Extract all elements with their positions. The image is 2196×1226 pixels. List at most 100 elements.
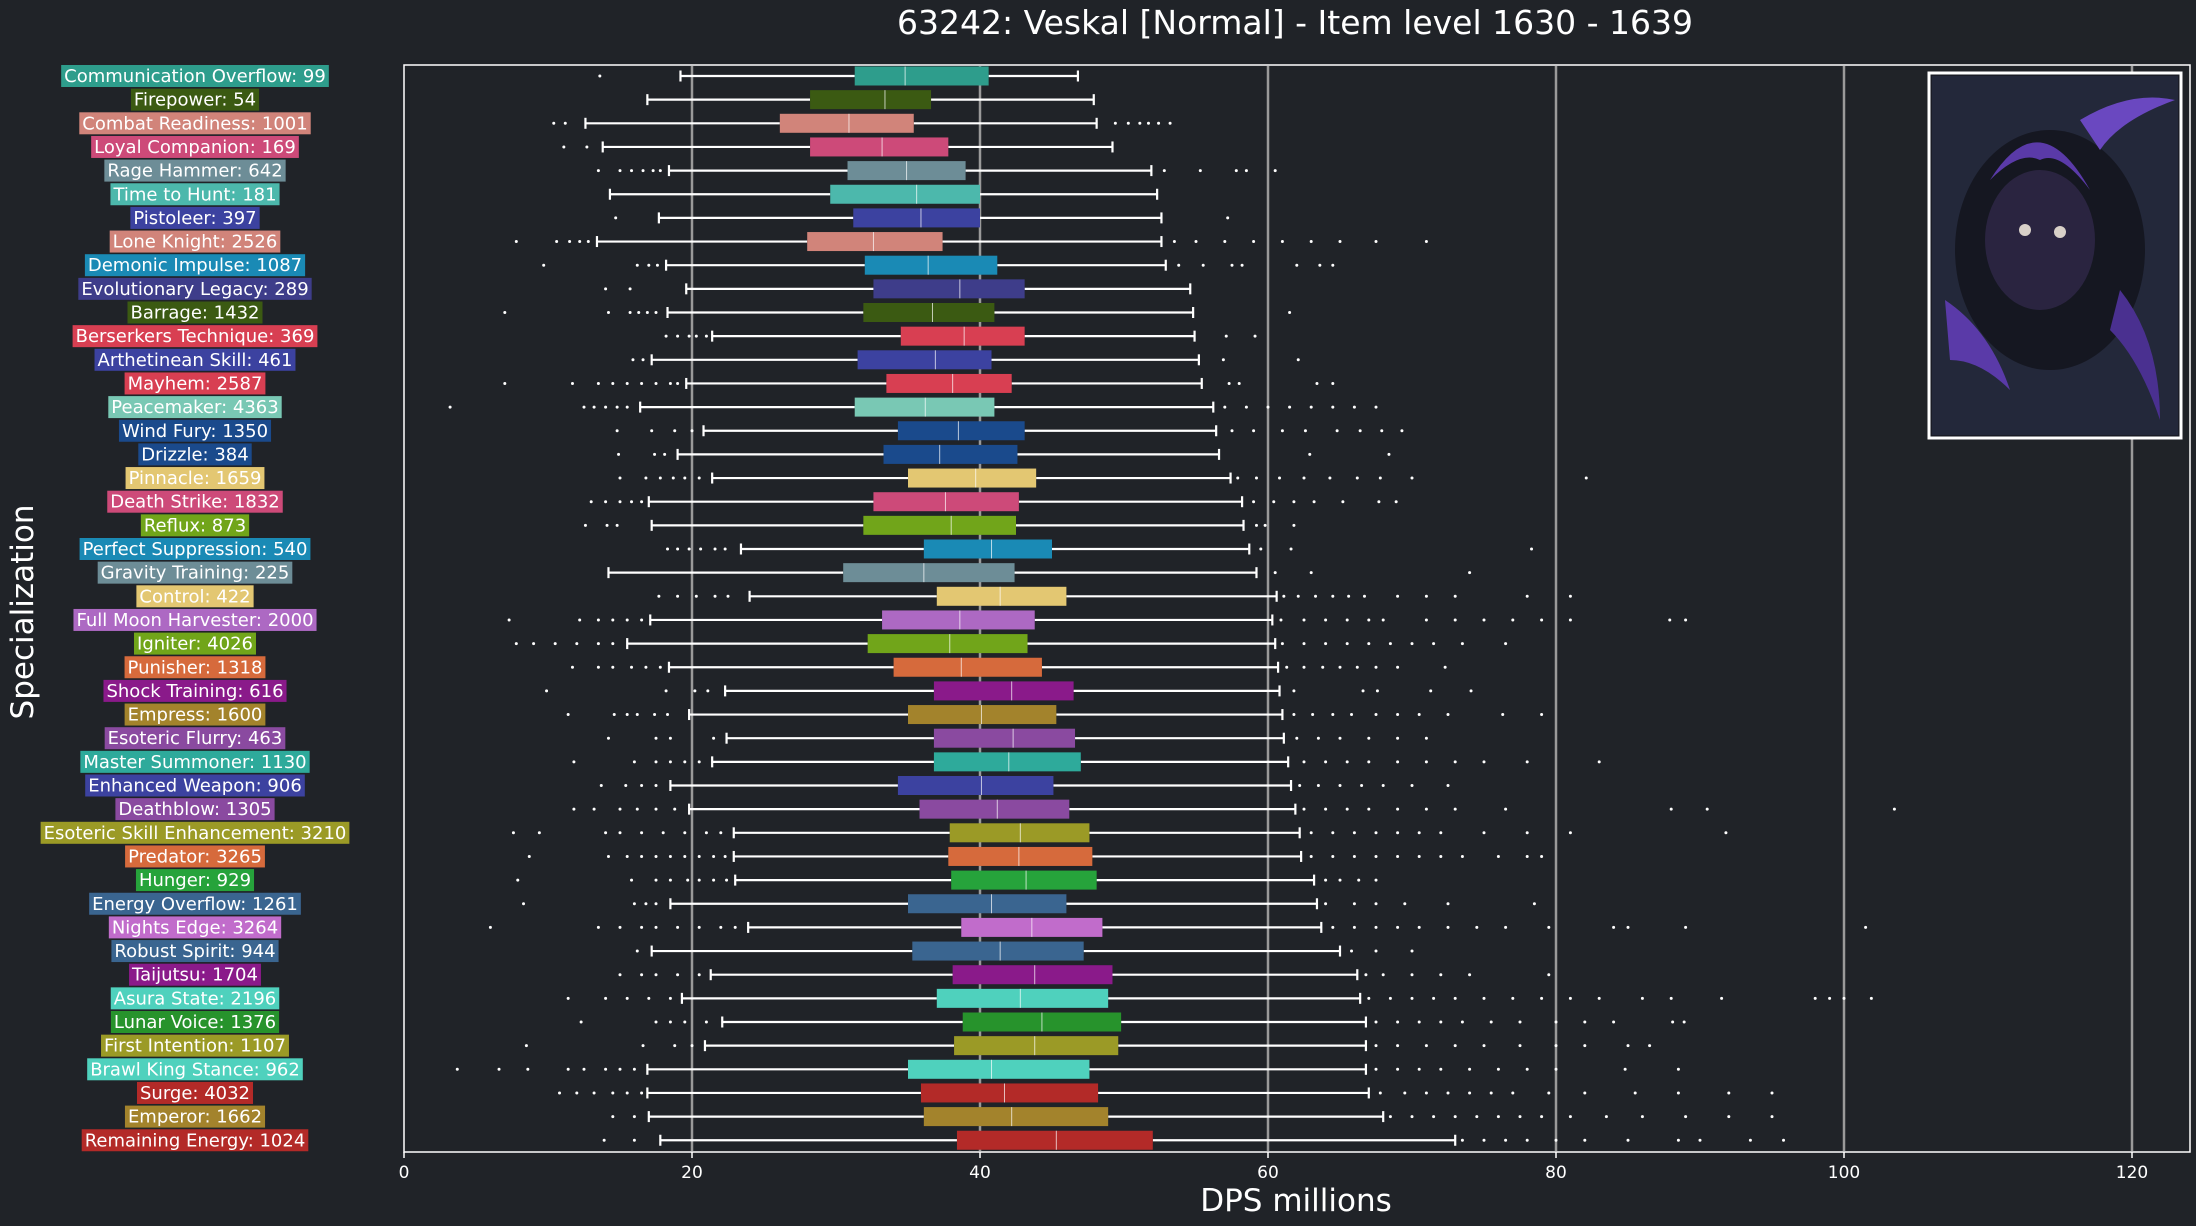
outlier-point (1782, 1138, 1786, 1142)
outlier-point (1410, 1115, 1414, 1119)
outlier-point (1331, 831, 1335, 835)
outlier-point (1234, 169, 1238, 173)
outlier-point (640, 925, 644, 929)
outlier-point (1288, 311, 1292, 314)
outlier-point (596, 925, 600, 929)
outlier-point (1367, 618, 1371, 622)
outlier-point (654, 311, 658, 314)
box-iqr (908, 1059, 1090, 1079)
outlier-point (733, 925, 737, 929)
outlier-point (507, 618, 511, 622)
outlier-point (668, 854, 672, 858)
y-label-bg (78, 277, 312, 300)
outlier-point (555, 240, 559, 244)
outlier-point (1530, 547, 1534, 551)
outlier-point (1324, 807, 1328, 811)
outlier-point (1525, 594, 1529, 598)
outlier-point (615, 429, 619, 433)
box-12 (631, 350, 1300, 370)
y-label-32: Esoteric Skill Enhancement: 3210 (40, 821, 350, 844)
outlier-point (1367, 996, 1371, 1000)
outlier-point (654, 381, 658, 385)
outlier-point (1640, 1115, 1644, 1119)
outlier-point (1424, 807, 1428, 811)
outlier-point (1597, 996, 1601, 1000)
outlier-point (1668, 618, 1672, 622)
outlier-point (632, 902, 636, 906)
y-label-19: Reflux: 873 (140, 514, 250, 537)
outlier-point (1331, 381, 1335, 385)
box-iqr (933, 752, 1081, 772)
box-33 (527, 846, 1544, 866)
outlier-point (553, 642, 557, 646)
outlier-point (723, 547, 727, 551)
y-label-text: Rage Hammer: 642 (107, 161, 282, 182)
box-44 (611, 1107, 1774, 1127)
outlier-point (1460, 1138, 1464, 1142)
x-tick-label: 20 (681, 1163, 703, 1183)
y-label-29: Master Summoner: 1130 (80, 750, 310, 773)
outlier-point (668, 878, 672, 882)
outlier-point (1424, 736, 1428, 740)
outlier-point (644, 476, 648, 480)
y-label-text: Pistoleer: 397 (133, 208, 256, 229)
y-label-bg (91, 135, 299, 158)
outlier-point (1338, 878, 1342, 882)
outlier-point (630, 500, 634, 504)
outlier-point (1279, 618, 1283, 622)
box-iqr (883, 444, 1018, 464)
outlier-point (575, 642, 579, 646)
y-label-bg (79, 538, 311, 560)
outlier-point (1292, 523, 1296, 527)
box-27 (566, 705, 1544, 725)
box-21 (607, 563, 1472, 583)
outlier-point (572, 760, 576, 764)
outlier-point (694, 334, 698, 338)
outlier-point (1302, 642, 1306, 646)
y-label-text: Lone Knight: 2526 (113, 232, 278, 253)
y-label-bg (79, 112, 311, 135)
outlier-point (1374, 1044, 1378, 1048)
outlier-point (640, 831, 644, 835)
outlier-point (1604, 1115, 1608, 1119)
outlier-point (583, 523, 587, 527)
outlier-point (1314, 594, 1318, 598)
outlier-point (1403, 902, 1407, 906)
box-41 (524, 1036, 1652, 1056)
y-label-text: Esoteric Flurry: 463 (108, 728, 283, 749)
outlier-point (1540, 854, 1544, 858)
outlier-point (640, 854, 644, 858)
outlier-point (596, 169, 600, 173)
outlier-point (676, 547, 680, 551)
outlier-point (683, 854, 687, 858)
y-label-bg (110, 183, 280, 206)
outlier-point (1482, 831, 1486, 835)
y-label-text: Deathblow: 1305 (118, 799, 271, 820)
outlier-point (1302, 665, 1306, 669)
y-label-bg (140, 514, 250, 537)
outlier-point (1302, 618, 1306, 622)
box-8 (542, 255, 1335, 275)
x-tick-label: 80 (1545, 1163, 1567, 1183)
y-label-14: Peacemaker: 4363 (108, 396, 282, 419)
outlier-point (1321, 665, 1325, 669)
y-label-bg (109, 230, 281, 253)
outlier-point (1396, 925, 1400, 929)
box-iqr (933, 681, 1074, 701)
outlier-point (1864, 925, 1868, 929)
box-iqr (912, 941, 1084, 961)
outlier-point (1547, 1091, 1551, 1095)
outlier-point (1280, 240, 1284, 244)
outlier-point (582, 1067, 586, 1071)
outlier-point (1424, 760, 1428, 764)
outlier-point (1374, 831, 1378, 835)
outlier-point (1302, 760, 1306, 764)
outlier-point (1292, 713, 1296, 717)
outlier-point (488, 925, 492, 929)
outlier-point (697, 760, 701, 764)
outlier-point (1324, 902, 1328, 906)
grid-lines (690, 66, 2134, 1151)
outlier-point (1352, 831, 1356, 835)
outlier-point (1347, 594, 1351, 598)
y-label-16: Drizzle: 384 (138, 443, 252, 466)
